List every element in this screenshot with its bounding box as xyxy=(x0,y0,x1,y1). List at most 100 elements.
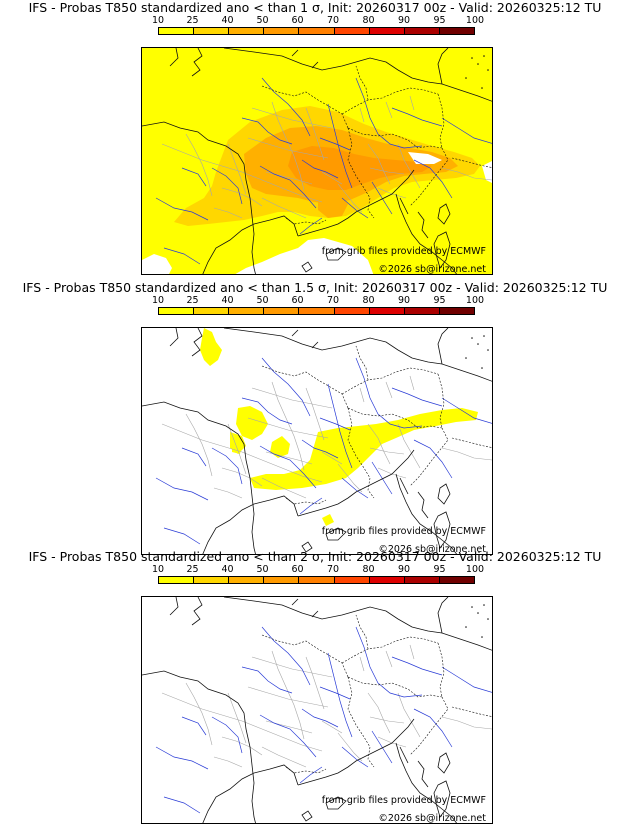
admin-boundary xyxy=(185,682,247,746)
probability-legend: 10 25 40 50 60 70 80 90 95 100 xyxy=(152,295,484,320)
legend-swatch xyxy=(264,308,300,314)
admin-boundary xyxy=(271,101,325,191)
coastline xyxy=(325,796,347,810)
coastline xyxy=(437,597,449,634)
island-dot xyxy=(471,606,473,608)
river-line xyxy=(319,383,353,469)
island-dot xyxy=(471,337,473,339)
legend-tick-label: 90 xyxy=(397,15,411,26)
coastline xyxy=(301,810,313,822)
coastline xyxy=(433,780,451,818)
map-canvas xyxy=(142,597,492,823)
legend-tick-label: 50 xyxy=(256,564,269,575)
legend-labels: 10 25 40 50 60 70 80 90 95 100 xyxy=(152,564,484,576)
panel-title: IFS - Probas T850 standardized ano < tha… xyxy=(28,549,602,564)
admin-boundary xyxy=(321,171,363,213)
probability-area xyxy=(232,440,242,454)
country-border xyxy=(285,766,327,774)
river-line xyxy=(211,167,243,205)
admin-boundary xyxy=(213,467,263,499)
panel-title: IFS - Probas T850 standardized ano < tha… xyxy=(28,0,602,15)
coastline xyxy=(301,261,313,273)
probability-legend: 10 25 40 50 60 70 80 90 95 100 xyxy=(152,15,484,40)
river-line xyxy=(341,117,492,219)
legend-swatch xyxy=(439,28,474,34)
admin-boundary xyxy=(161,692,323,752)
legend-swatch xyxy=(159,308,195,314)
coastline xyxy=(395,193,457,274)
probability-legend: 10 25 40 50 60 70 80 90 95 100 xyxy=(152,564,484,589)
coastline xyxy=(169,597,203,626)
country-border xyxy=(437,642,445,698)
legend-swatch xyxy=(439,308,474,314)
river-line xyxy=(155,447,209,501)
legend-swatch xyxy=(229,308,265,314)
map-panel-3: IFS - Probas T850 standardized ano < tha… xyxy=(0,549,630,825)
legend-swatch xyxy=(194,577,230,583)
legend-swatch xyxy=(334,308,370,314)
data-source-credit: from grib files provided by ECMWF xyxy=(321,526,486,537)
legend-tick-label: 10 xyxy=(151,15,165,26)
country-border xyxy=(409,696,449,756)
probability-area xyxy=(236,406,268,440)
legend-tick-label: 60 xyxy=(291,295,304,306)
coastline xyxy=(169,328,203,357)
copyright-credit[interactable]: ©2026 sb@irizone.net xyxy=(378,264,486,275)
island-dot xyxy=(481,367,483,369)
legend-swatch xyxy=(299,577,335,583)
legend-tick-label: 60 xyxy=(291,15,304,26)
legend-tick-label: 90 xyxy=(397,564,411,575)
river-line xyxy=(155,716,209,770)
legend-tick-label: 25 xyxy=(186,295,199,306)
legend-colorbar xyxy=(158,27,475,35)
coastline xyxy=(433,511,451,549)
legend-tick-label: 90 xyxy=(397,295,411,306)
coastline xyxy=(301,541,313,553)
river-line xyxy=(259,708,339,758)
admin-boundary xyxy=(359,644,415,724)
legend-tick-label: 70 xyxy=(326,15,340,26)
forecast-map: from grib files provided by ECMWF ©2026 s… xyxy=(141,596,493,824)
admin-boundary xyxy=(359,375,415,455)
coastline xyxy=(297,449,415,517)
river-line xyxy=(371,708,453,764)
country-border xyxy=(451,706,492,717)
probability-area xyxy=(250,408,478,490)
legend-swatch xyxy=(369,28,405,34)
probability-area xyxy=(200,328,222,366)
legend-labels: 10 25 40 50 60 70 80 90 95 100 xyxy=(152,15,484,27)
admin-boundary xyxy=(367,143,421,189)
admin-boundary xyxy=(213,187,263,219)
country-border xyxy=(261,634,349,678)
admin-boundary xyxy=(367,423,421,469)
river-line xyxy=(241,626,311,694)
legend-tick-label: 70 xyxy=(326,564,340,575)
river-line xyxy=(241,77,311,145)
island-dot xyxy=(483,55,485,57)
country-border xyxy=(347,676,375,768)
legend-swatch xyxy=(439,577,474,583)
island-dot xyxy=(477,63,479,65)
island-dot xyxy=(483,335,485,337)
country-border xyxy=(347,676,443,698)
river-line xyxy=(259,159,339,209)
legend-swatch xyxy=(229,28,265,34)
river-line xyxy=(355,357,443,429)
coastline xyxy=(142,670,256,823)
coastline xyxy=(325,527,347,541)
admin-boundary xyxy=(321,451,363,493)
legend-swatch xyxy=(159,28,195,34)
river-line xyxy=(341,666,492,768)
country-border xyxy=(261,365,349,409)
legend-swatch xyxy=(334,28,370,34)
coastline xyxy=(355,337,492,382)
coastline xyxy=(355,606,492,651)
legend-tick-label: 95 xyxy=(433,564,446,575)
probability-area xyxy=(318,194,348,218)
copyright-credit[interactable]: ©2026 sb@irizone.net xyxy=(378,544,486,555)
copyright-credit[interactable]: ©2026 sb@irizone.net xyxy=(378,813,486,824)
legend-swatch xyxy=(404,577,440,583)
legend-tick-label: 40 xyxy=(221,564,234,575)
coastline xyxy=(437,328,449,365)
legend-swatch xyxy=(404,28,440,34)
